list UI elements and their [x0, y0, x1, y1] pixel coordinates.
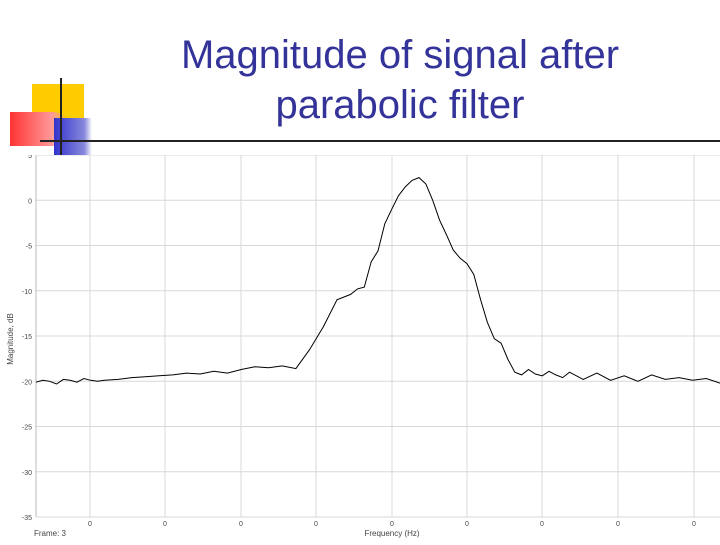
x-tick-label: 0: [163, 521, 167, 528]
y-tick-label: -35: [22, 515, 32, 522]
magnitude-chart: 5 0 -5 -10 -15 -20 -25 -30 -35 0 0 0 0 0 0 0 0 0 Magnitud…: [6, 153, 720, 538]
grid-layer: [35, 154, 720, 518]
y-tick-label: -5: [26, 244, 32, 251]
y-tick-label: -15: [22, 334, 32, 341]
y-tick-label: -25: [22, 425, 32, 432]
y-tick-label: -20: [22, 379, 32, 386]
title-line-2: parabolic filter: [275, 83, 525, 127]
x-tick-label: 0: [465, 521, 469, 528]
deco-horizontal-line: [40, 140, 720, 142]
x-tick-label: 0: [616, 521, 620, 528]
deco-vertical-line: [60, 78, 62, 158]
y-tick-label: 0: [28, 198, 32, 205]
frame-label: Frame: 3: [34, 529, 67, 538]
x-axis-label: Frequency (Hz): [364, 529, 419, 538]
y-tick-label: -10: [22, 289, 32, 296]
tick-layer: 5 0 -5 -10 -15 -20 -25 -30 -35 0 0 0 0 0 0 0 0 0: [22, 153, 696, 528]
x-tick-label: 0: [540, 521, 544, 528]
x-tick-label: 0: [390, 521, 394, 528]
x-tick-label: 0: [692, 521, 696, 528]
x-tick-label: 0: [239, 521, 243, 528]
y-tick-label: 5: [28, 155, 32, 160]
chart-panel: 5 0 -5 -10 -15 -20 -25 -30 -35 0 0 0 0 0 0 0 0 0 Magnitud…: [0, 153, 720, 540]
x-tick-label: 0: [88, 521, 92, 528]
y-tick-label: -30: [22, 470, 32, 477]
page-title: Magnitude of signal after parabolic filt…: [140, 30, 660, 130]
signal-line: [35, 177, 720, 385]
x-tick-label: 0: [314, 521, 318, 528]
title-line-1: Magnitude of signal after: [180, 33, 620, 77]
y-axis-label: Magnitude, dB: [6, 313, 15, 365]
